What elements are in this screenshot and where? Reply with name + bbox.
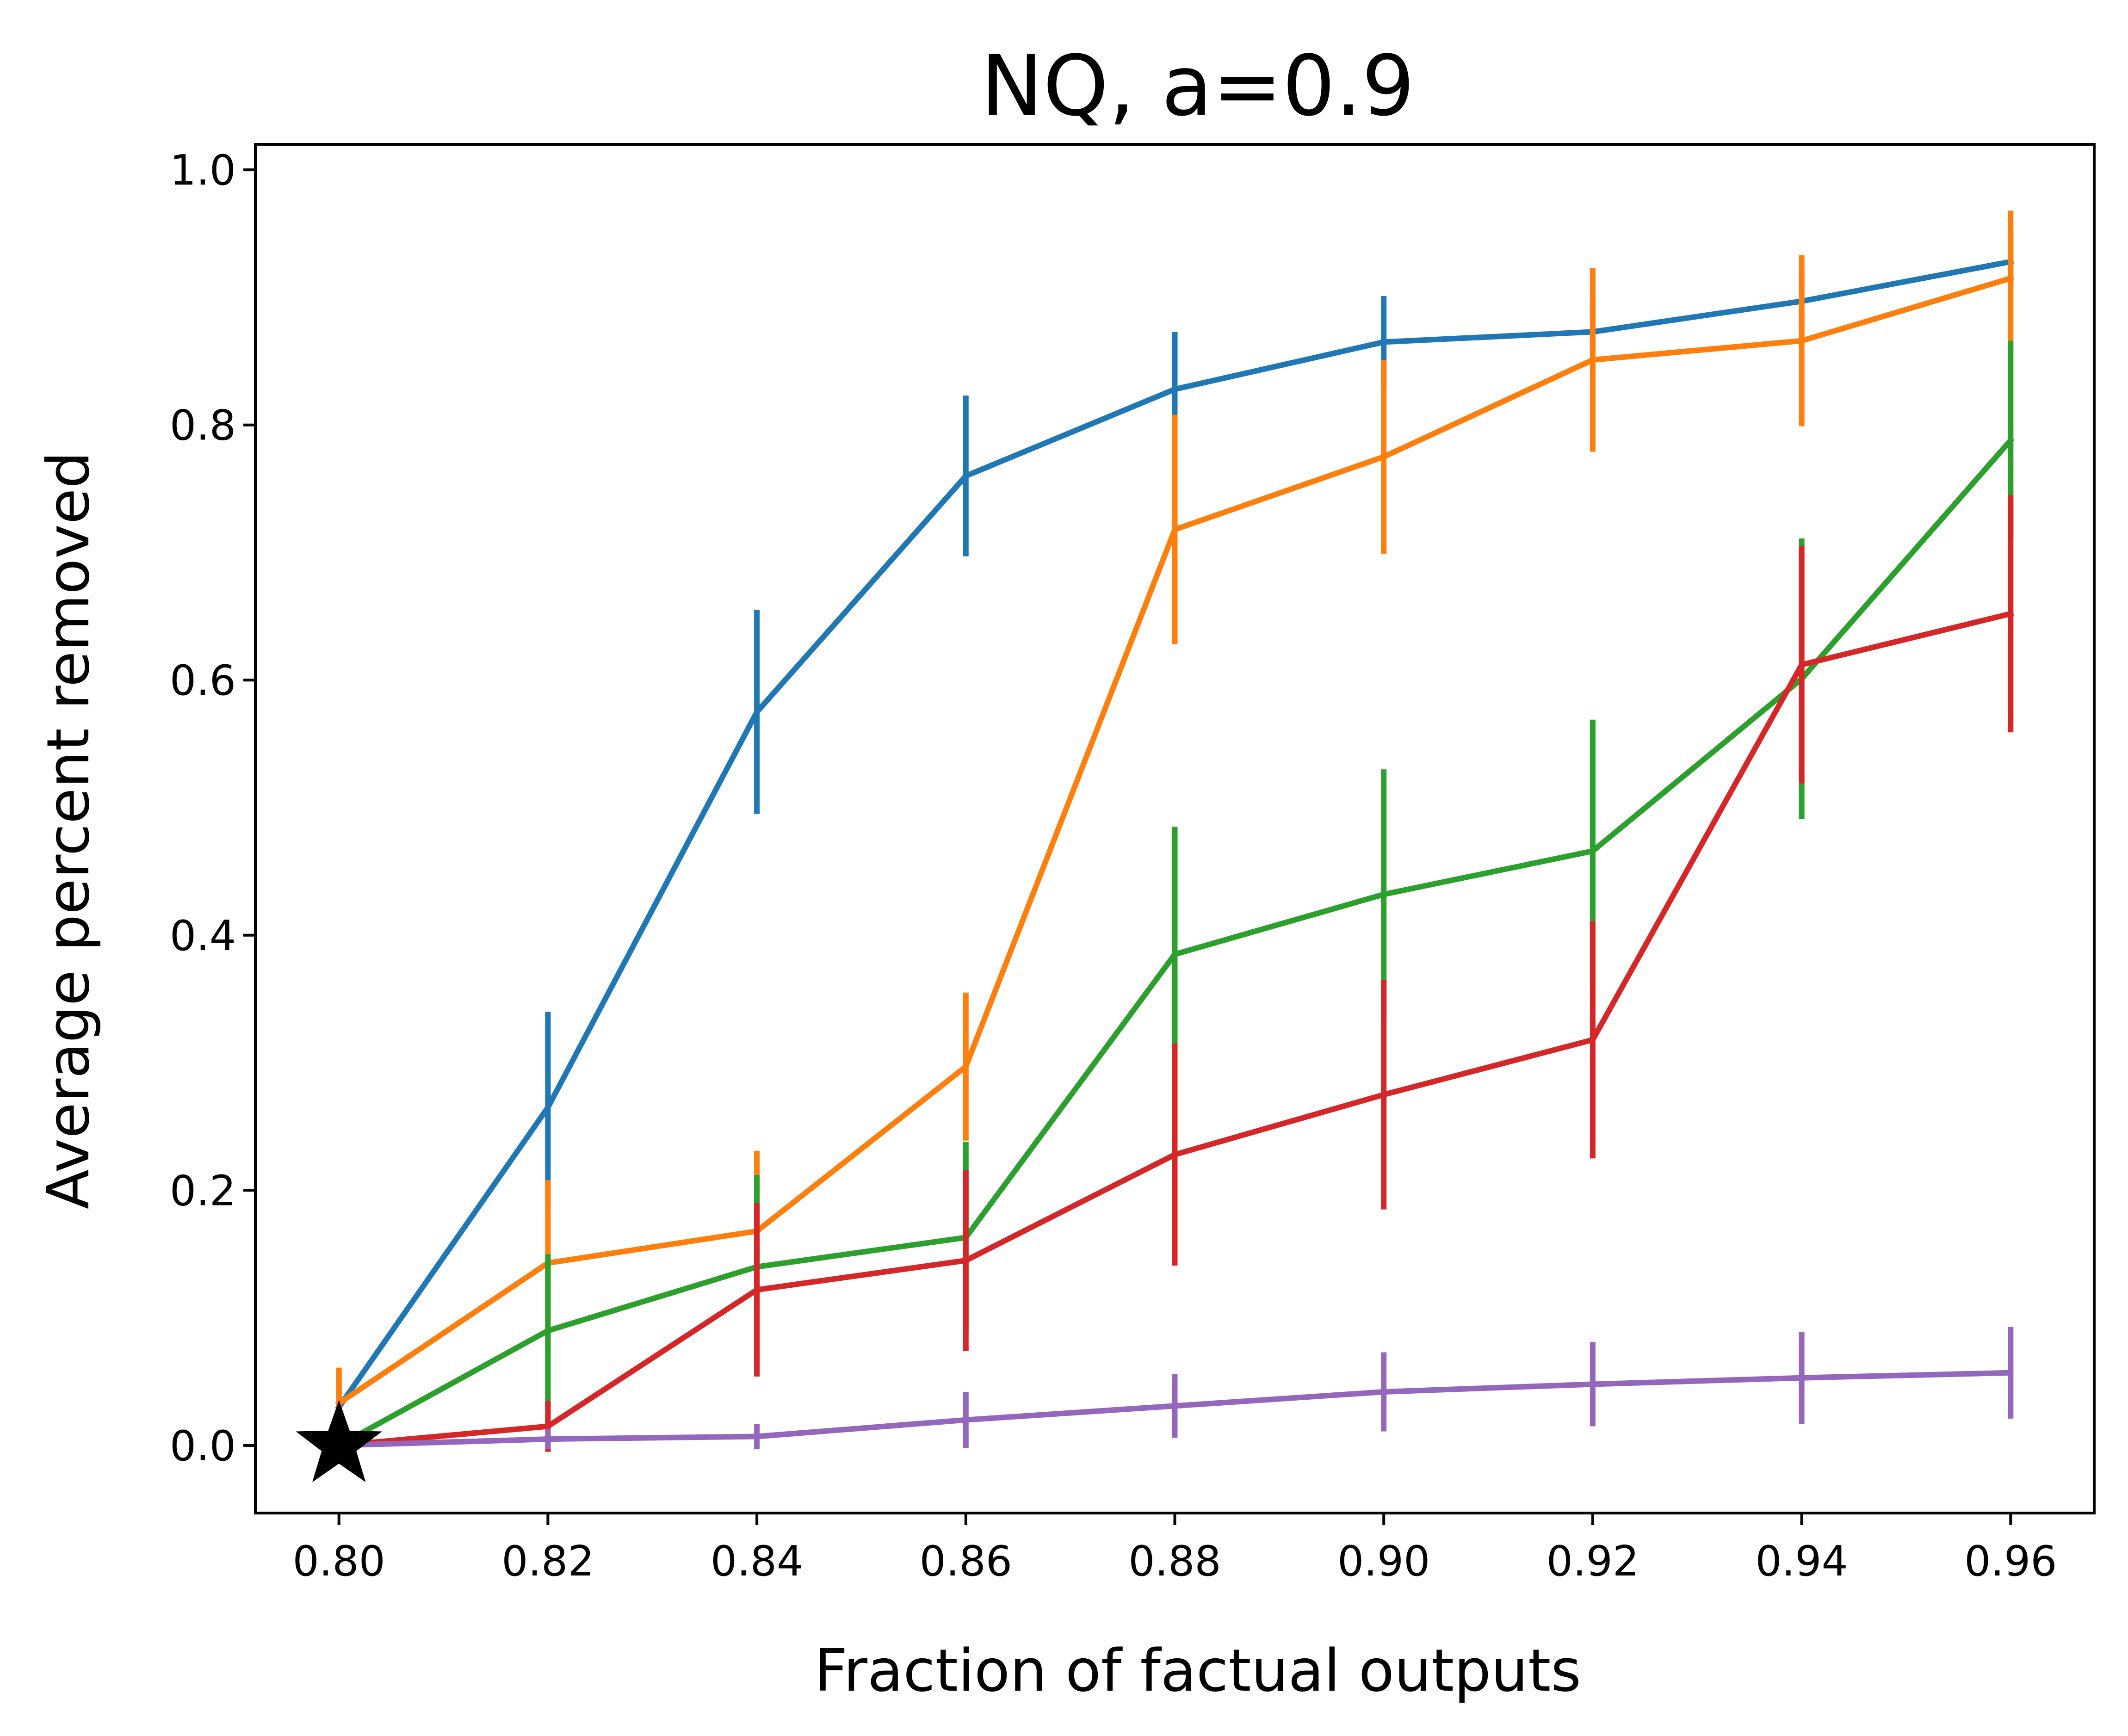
series-line-orange [335,275,2014,1408]
series-layer [296,210,2015,1483]
x-tick-label: 0.82 [501,1537,594,1586]
x-tick-label: 0.84 [711,1537,803,1586]
series-line-purple [336,1370,2014,1448]
x-tick-label: 0.86 [920,1537,1012,1586]
x-tick-label: 0.80 [292,1537,385,1586]
series-red [336,495,2014,1452]
y-tick-label: 0.4 [170,912,236,960]
x-axis-ticks: 0.80 0.82 0.84 0.86 0.88 0.90 0.92 0.94 0.96 [292,1513,2057,1586]
x-tick-label: 0.92 [1547,1537,1639,1586]
series-line-red [336,610,2014,1449]
chart-title: NQ, a=0.9 [981,38,1415,135]
x-tick-label: 0.96 [1964,1537,2057,1586]
y-axis-ticks: 0.0 0.2 0.4 0.6 0.8 1.0 [170,146,255,1470]
series-line-green [335,436,2015,1449]
y-tick-label: 1.0 [170,146,236,195]
plot-frame [254,143,2096,1514]
x-tick-label: 0.88 [1128,1537,1221,1586]
series-line-blue [335,258,2014,1411]
x-axis-label: Fraction of factual outputs [814,1637,1581,1705]
series-purple [336,1327,2014,1450]
x-tick-label: 0.90 [1337,1537,1430,1586]
x-tick-label: 0.94 [1755,1537,1848,1586]
y-axis-label: Average percent removed [34,451,102,1210]
star-marker [296,1400,382,1483]
y-tick-label: 0.2 [170,1167,236,1215]
y-tick-label: 0.0 [170,1422,236,1470]
y-tick-label: 0.6 [170,656,236,705]
y-tick-label: 0.8 [170,402,236,450]
